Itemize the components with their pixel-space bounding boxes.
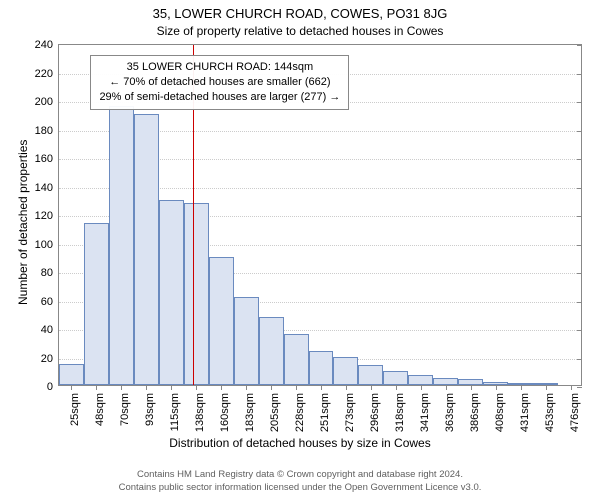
attribution-footer: Contains HM Land Registry data © Crown c… xyxy=(0,469,600,494)
xtick-mark xyxy=(521,385,522,390)
footer-line: Contains HM Land Registry data © Crown c… xyxy=(0,469,600,481)
histogram-chart: 35, LOWER CHURCH ROAD, COWES, PO31 8JG S… xyxy=(0,0,600,500)
histogram-bar xyxy=(358,365,383,385)
histogram-bar xyxy=(184,203,209,385)
ytick-mark xyxy=(577,159,582,160)
xtick-label: 476sqm xyxy=(569,393,581,432)
xtick-mark xyxy=(571,385,572,390)
ytick-label: 20 xyxy=(41,353,53,365)
histogram-bar xyxy=(59,364,84,385)
ytick-label: 220 xyxy=(35,68,53,80)
xtick-label: 318sqm xyxy=(394,393,406,432)
histogram-bar xyxy=(159,200,184,385)
xtick-mark xyxy=(346,385,347,390)
xtick-label: 205sqm xyxy=(269,393,281,432)
xtick-label: 25sqm xyxy=(69,393,81,426)
ytick-label: 200 xyxy=(35,96,53,108)
histogram-bar xyxy=(84,223,109,385)
ytick-label: 240 xyxy=(35,39,53,51)
xtick-mark xyxy=(196,385,197,390)
xtick-mark xyxy=(546,385,547,390)
ytick-label: 120 xyxy=(35,210,53,222)
xtick-mark xyxy=(421,385,422,390)
histogram-bar xyxy=(234,297,259,385)
xtick-mark xyxy=(171,385,172,390)
annotation-line: 29% of semi-detached houses are larger (… xyxy=(99,90,340,105)
x-axis-label: Distribution of detached houses by size … xyxy=(0,436,600,450)
xtick-label: 160sqm xyxy=(219,393,231,432)
xtick-mark xyxy=(446,385,447,390)
ytick-label: 140 xyxy=(35,182,53,194)
ytick-label: 160 xyxy=(35,153,53,165)
xtick-mark xyxy=(471,385,472,390)
xtick-label: 251sqm xyxy=(319,393,331,432)
xtick-label: 296sqm xyxy=(369,393,381,432)
xtick-label: 363sqm xyxy=(444,393,456,432)
footer-line: Contains public sector information licen… xyxy=(0,482,600,494)
histogram-bar xyxy=(134,114,159,385)
xtick-label: 183sqm xyxy=(244,393,256,432)
xtick-mark xyxy=(496,385,497,390)
ytick-label: 60 xyxy=(41,296,53,308)
histogram-bar xyxy=(209,257,234,385)
histogram-bar xyxy=(109,106,134,385)
xtick-mark xyxy=(296,385,297,390)
ytick-label: 180 xyxy=(35,125,53,137)
ytick-label: 80 xyxy=(41,267,53,279)
xtick-label: 93sqm xyxy=(144,393,156,426)
ytick-label: 40 xyxy=(41,324,53,336)
annotation-line: ← 70% of detached houses are smaller (66… xyxy=(99,75,340,90)
ytick-mark xyxy=(577,188,582,189)
histogram-bar xyxy=(383,371,408,385)
xtick-label: 341sqm xyxy=(419,393,431,432)
plot-area: 02040608010012014016018020022024025sqm48… xyxy=(58,44,582,386)
histogram-bar xyxy=(333,357,358,386)
y-axis-label: Number of detached properties xyxy=(16,140,30,305)
xtick-mark xyxy=(71,385,72,390)
xtick-label: 70sqm xyxy=(119,393,131,426)
annotation-box: 35 LOWER CHURCH ROAD: 144sqm← 70% of det… xyxy=(90,55,349,110)
xtick-label: 48sqm xyxy=(94,393,106,426)
histogram-bar xyxy=(408,375,433,385)
xtick-label: 273sqm xyxy=(344,393,356,432)
ytick-mark xyxy=(577,131,582,132)
xtick-mark xyxy=(246,385,247,390)
xtick-mark xyxy=(396,385,397,390)
xtick-mark xyxy=(146,385,147,390)
ytick-mark xyxy=(577,245,582,246)
xtick-mark xyxy=(371,385,372,390)
ytick-label: 100 xyxy=(35,239,53,251)
xtick-mark xyxy=(221,385,222,390)
ytick-mark xyxy=(577,359,582,360)
histogram-bar xyxy=(259,317,284,385)
histogram-bar xyxy=(309,351,334,385)
xtick-label: 228sqm xyxy=(294,393,306,432)
xtick-label: 431sqm xyxy=(519,393,531,432)
xtick-label: 386sqm xyxy=(469,393,481,432)
histogram-bar xyxy=(284,334,309,385)
ytick-mark xyxy=(577,45,582,46)
ytick-mark xyxy=(577,102,582,103)
chart-title: 35, LOWER CHURCH ROAD, COWES, PO31 8JG xyxy=(0,6,600,21)
annotation-line: 35 LOWER CHURCH ROAD: 144sqm xyxy=(99,60,340,75)
xtick-label: 453sqm xyxy=(544,393,556,432)
ytick-mark xyxy=(577,273,582,274)
xtick-mark xyxy=(271,385,272,390)
xtick-mark xyxy=(321,385,322,390)
xtick-label: 138sqm xyxy=(194,393,206,432)
xtick-mark xyxy=(96,385,97,390)
ytick-mark xyxy=(577,74,582,75)
histogram-bar xyxy=(433,378,458,385)
ytick-mark xyxy=(577,387,582,388)
xtick-label: 115sqm xyxy=(169,393,181,431)
ytick-label: 0 xyxy=(47,381,53,393)
chart-subtitle: Size of property relative to detached ho… xyxy=(0,24,600,38)
ytick-mark xyxy=(577,330,582,331)
ytick-mark xyxy=(577,216,582,217)
ytick-mark xyxy=(577,302,582,303)
xtick-mark xyxy=(121,385,122,390)
xtick-label: 408sqm xyxy=(494,393,506,432)
